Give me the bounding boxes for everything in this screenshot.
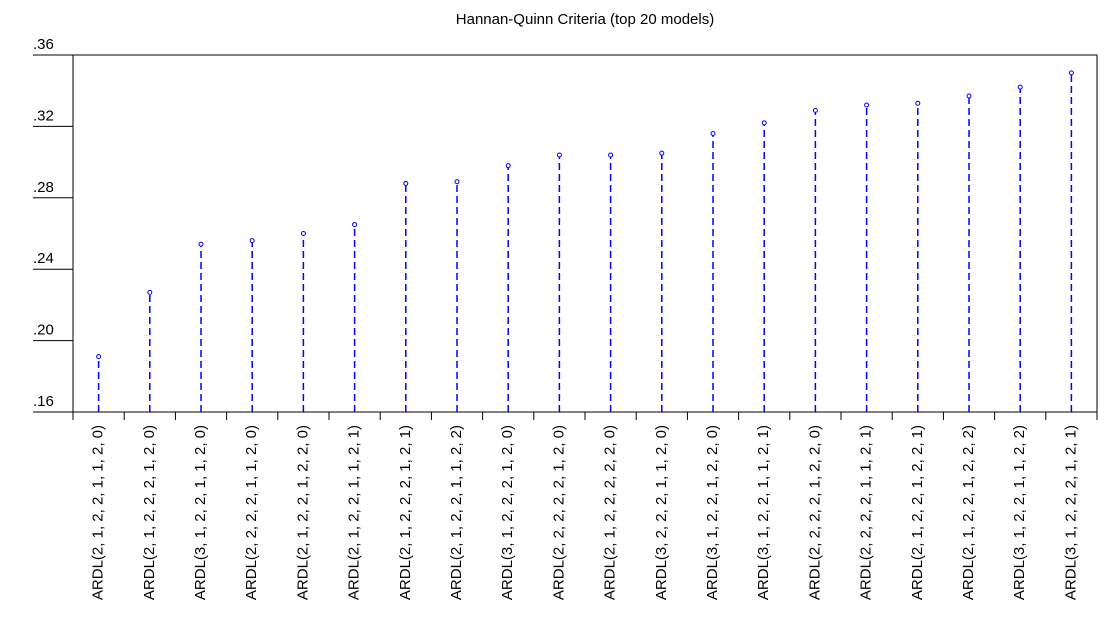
x-tick-label: ARDL(2, 1, 2, 2, 1, 2, 2, 0) xyxy=(294,425,311,600)
stem-head xyxy=(505,163,511,169)
y-tick-label: .16 xyxy=(33,393,54,410)
stem-head xyxy=(403,181,409,187)
stem-head xyxy=(556,152,562,158)
y-tick-label: .32 xyxy=(33,107,54,124)
x-tick-label: ARDL(2, 2, 2, 2, 2, 1, 2, 0) xyxy=(550,425,567,600)
x-tick-label: ARDL(3, 2, 2, 2, 1, 1, 2, 0) xyxy=(653,425,670,600)
stem-head xyxy=(1017,84,1023,90)
x-tick-label: ARDL(2, 1, 2, 2, 1, 2, 2, 2) xyxy=(960,425,977,600)
stem-head xyxy=(249,238,255,244)
chart-title: Hannan-Quinn Criteria (top 20 models) xyxy=(456,11,714,28)
y-tick-label: .28 xyxy=(33,179,54,196)
x-tick-label: ARDL(2, 2, 2, 2, 1, 1, 2, 1) xyxy=(858,425,875,600)
stem-head xyxy=(96,354,102,360)
x-tick-label: ARDL(2, 1, 2, 2, 1, 2, 2, 1) xyxy=(909,425,926,600)
stem-head xyxy=(761,120,767,126)
stem-head xyxy=(966,93,972,99)
x-tick-label: ARDL(3, 1, 2, 2, 1, 1, 2, 1) xyxy=(755,425,772,600)
x-tick-label: ARDL(2, 2, 2, 2, 1, 2, 2, 0) xyxy=(806,425,823,600)
stem-head xyxy=(147,289,153,295)
x-tick-label: ARDL(2, 1, 2, 2, 1, 1, 2, 0) xyxy=(90,425,107,600)
stem-head xyxy=(198,241,204,247)
stem-head xyxy=(710,131,716,137)
x-tick-label: ARDL(3, 1, 2, 2, 1, 1, 2, 2) xyxy=(1011,425,1028,600)
x-tick-label: ARDL(3, 1, 2, 2, 1, 2, 2, 0) xyxy=(704,425,721,600)
y-tick-label: .36 xyxy=(33,36,54,53)
x-tick-label: ARDL(3, 1, 2, 2, 2, 1, 2, 1) xyxy=(1062,425,1079,600)
stem-head xyxy=(659,150,665,156)
x-tick-label: ARDL(2, 1, 2, 2, 2, 1, 2, 1) xyxy=(397,425,414,600)
stem-head xyxy=(352,222,358,228)
stem-head xyxy=(1068,70,1074,76)
y-tick-label: .24 xyxy=(33,250,54,267)
x-tick-label: ARDL(2, 1, 2, 2, 1, 1, 2, 1) xyxy=(346,425,363,600)
x-tick-label: ARDL(2, 1, 2, 2, 1, 1, 2, 2) xyxy=(448,425,465,600)
x-tick-label: ARDL(2, 1, 2, 2, 2, 2, 2, 0) xyxy=(602,425,619,600)
stem-head xyxy=(454,179,460,185)
plot-frame xyxy=(72,54,1098,413)
x-tick-label: ARDL(2, 2, 2, 2, 1, 1, 2, 0) xyxy=(243,425,260,600)
stem-head xyxy=(812,107,818,113)
stem-head xyxy=(864,102,870,108)
stem-head xyxy=(300,231,306,236)
y-tick-label: .20 xyxy=(33,322,54,339)
stem-head xyxy=(915,100,921,106)
stem-head xyxy=(608,152,614,158)
x-tick-label: ARDL(2, 1, 2, 2, 2, 1, 2, 0) xyxy=(141,425,158,600)
x-tick-label: ARDL(3, 1, 2, 2, 1, 1, 2, 0) xyxy=(192,425,209,600)
x-tick-label: ARDL(3, 1, 2, 2, 2, 1, 2, 0) xyxy=(499,425,516,600)
